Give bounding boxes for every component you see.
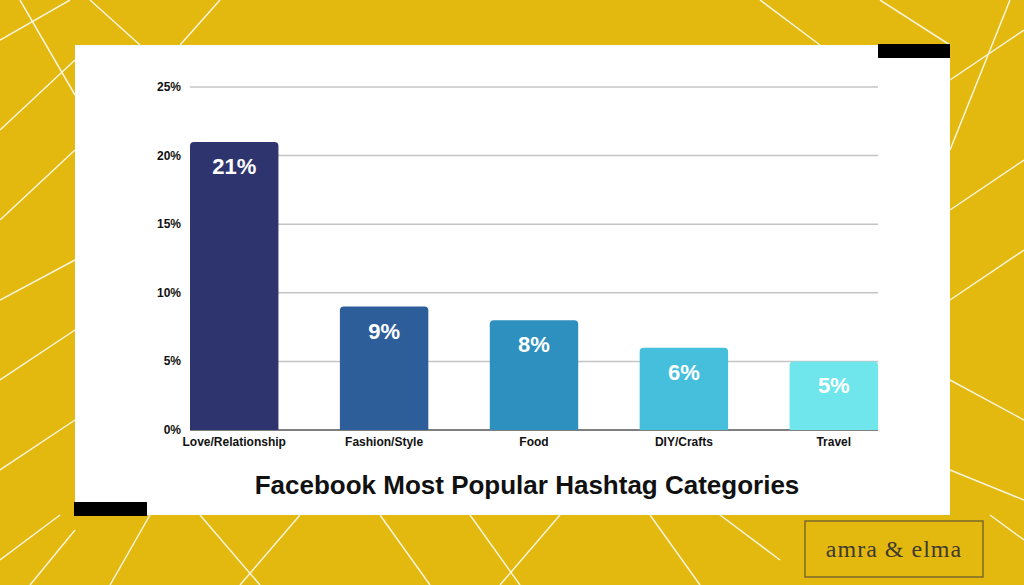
- x-tick-label: Food: [519, 435, 548, 449]
- pattern-line: [500, 515, 560, 585]
- pattern-line: [90, 0, 140, 45]
- pattern-line: [470, 515, 520, 585]
- pattern-line: [0, 0, 70, 40]
- chart-title: Facebook Most Popular Hashtag Categories: [255, 470, 800, 500]
- pattern-line: [720, 515, 780, 560]
- chart-svg: 0% 5% 10% 15% 20% 25% 21% 9% 8% 6% 5% Love/Relation…: [0, 0, 1024, 585]
- pattern-line: [200, 515, 260, 585]
- bar: [340, 307, 428, 430]
- bar: [490, 320, 578, 430]
- bar: [790, 361, 878, 430]
- y-tick-label: 15%: [157, 217, 181, 231]
- data-label: 6%: [668, 360, 700, 385]
- pattern-line: [240, 515, 300, 585]
- y-tick-label: 5%: [164, 354, 182, 368]
- pattern-line: [880, 0, 950, 45]
- pattern-line: [30, 530, 75, 585]
- accent-bar: [878, 44, 950, 58]
- pattern-line: [950, 380, 1024, 420]
- pattern-line: [0, 330, 75, 380]
- annotation: amra & elma: [826, 536, 962, 562]
- grid-line: [190, 292, 878, 294]
- x-tick-label: DIY/Crafts: [655, 435, 713, 449]
- pattern-line: [950, 250, 1024, 300]
- background-pattern: [0, 0, 1024, 585]
- pattern-line: [0, 420, 75, 470]
- pattern-line: [110, 515, 150, 585]
- grid-line: [190, 223, 878, 225]
- grid-line: [190, 86, 878, 88]
- pattern-line: [760, 0, 820, 45]
- bar: [640, 348, 728, 430]
- pattern-line: [0, 515, 60, 560]
- pattern-line: [950, 160, 1024, 210]
- pattern-line: [380, 515, 430, 585]
- y-tick-label: 20%: [157, 149, 181, 163]
- x-tick-label: Love/Relationship: [183, 435, 286, 449]
- pattern-line: [0, 60, 75, 130]
- data-label: 5%: [818, 373, 850, 398]
- grid: [190, 87, 878, 430]
- pattern-line: [950, 0, 1010, 150]
- bar: [190, 142, 278, 430]
- grid-line: [190, 155, 878, 157]
- pattern-line: [180, 0, 220, 45]
- pattern-line: [650, 515, 700, 585]
- pattern-line: [0, 150, 75, 220]
- x-tick-label: Fashion/Style: [345, 435, 423, 449]
- pattern-line: [950, 30, 1024, 80]
- pattern-line: [950, 470, 1024, 500]
- pattern-line: [0, 260, 75, 300]
- data-label: 9%: [368, 319, 400, 344]
- accent-bar: [74, 502, 147, 516]
- pattern-line: [990, 515, 1024, 540]
- annotation-box: [805, 521, 983, 577]
- data-label: 8%: [518, 332, 550, 357]
- bars: [190, 142, 878, 430]
- y-tick-label: 25%: [157, 80, 181, 94]
- y-tick-label: 10%: [157, 286, 181, 300]
- x-tick-label: Travel: [816, 435, 851, 449]
- y-tick-label: 0%: [164, 423, 182, 437]
- panel: [75, 45, 950, 515]
- data-label: 21%: [212, 154, 256, 179]
- pattern-line: [20, 0, 75, 95]
